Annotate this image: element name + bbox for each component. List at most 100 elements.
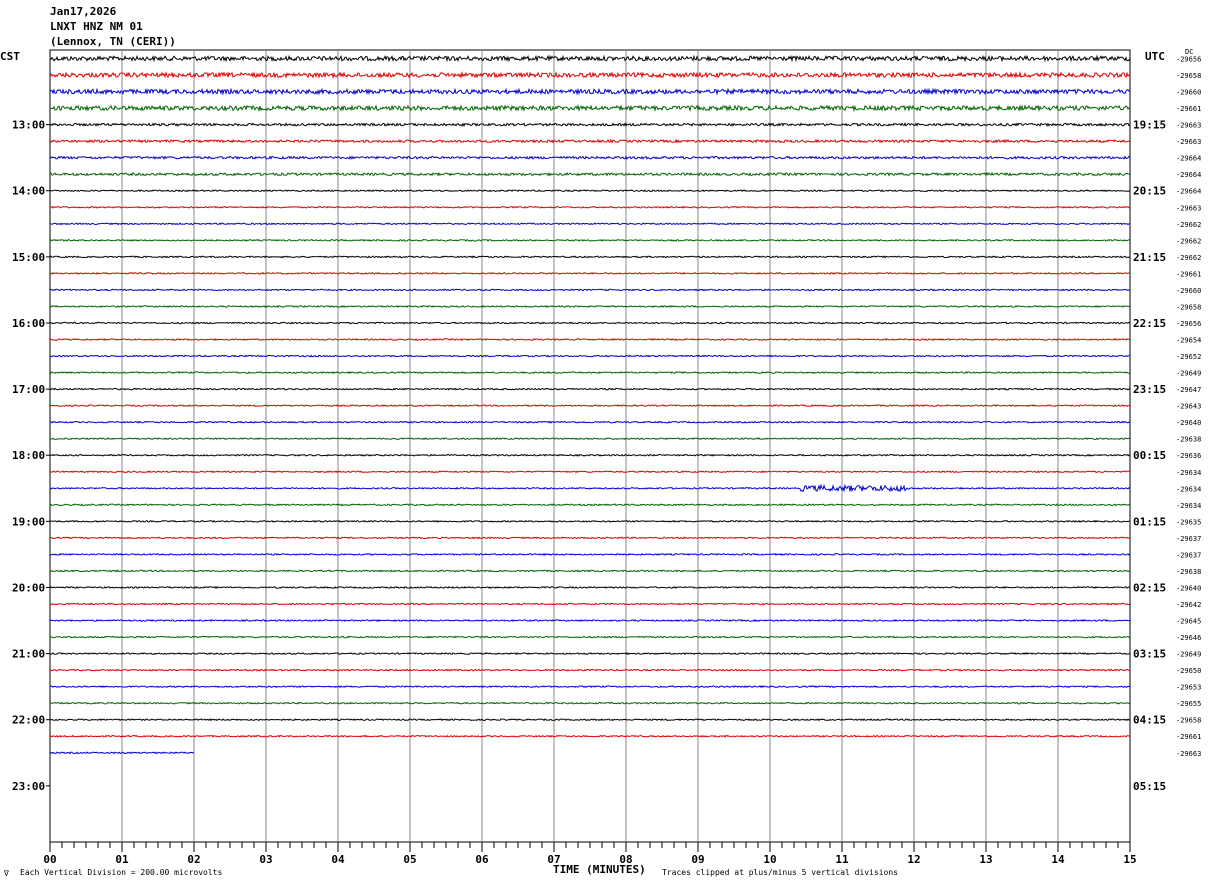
x-tick-label: 07	[547, 853, 560, 866]
dc-offset-label: -29638	[1176, 436, 1201, 444]
cst-hour-label: 20:00	[12, 581, 45, 594]
trace-line	[50, 222, 1131, 226]
x-tick-label: 03	[259, 853, 272, 866]
trace-line	[49, 321, 1131, 325]
x-tick-label: 05	[403, 853, 416, 866]
trace-line	[49, 437, 1131, 441]
x-tick-label: 06	[475, 853, 489, 866]
dc-offset-label: -29658	[1176, 717, 1201, 725]
trace-line	[49, 652, 1130, 656]
trace-line	[49, 387, 1131, 391]
dc-offset-label: -29642	[1176, 601, 1201, 609]
trace-line	[49, 569, 1131, 573]
x-tick-label: 15	[1123, 853, 1136, 866]
dc-offset-label: -29663	[1176, 204, 1201, 212]
dc-offset-label: -29662	[1176, 221, 1201, 229]
trace-line	[49, 205, 1131, 209]
corner-mark: ∇	[4, 869, 9, 878]
dc-offset-label: -29661	[1176, 105, 1201, 113]
x-tick-label: 02	[187, 853, 200, 866]
dc-offset-label: -29653	[1176, 684, 1201, 692]
dc-offset-label: -29664	[1176, 171, 1201, 179]
dc-offset-label: -29638	[1176, 568, 1201, 576]
dc-offset-label: -29634	[1176, 469, 1201, 477]
trace-line	[49, 171, 1131, 177]
station-id: LNXT HNZ NM 01	[50, 20, 143, 33]
trace-line	[49, 470, 1131, 474]
trace-line	[49, 104, 1131, 113]
utc-hour-label: 23:15	[1133, 383, 1166, 396]
x-tick-label: 13	[979, 853, 992, 866]
utc-hour-label: 20:15	[1133, 185, 1166, 198]
cst-hour-label: 13:00	[12, 119, 45, 132]
trace-line	[49, 619, 1131, 622]
dc-offset-label: -29634	[1176, 502, 1201, 510]
dc-offset-label: -29664	[1176, 188, 1201, 196]
dc-offset-label: -29637	[1176, 551, 1201, 559]
cst-hour-label: 22:00	[12, 714, 45, 727]
cst-hour-label: 21:00	[12, 648, 45, 661]
trace-line	[49, 271, 1131, 275]
trace-line	[49, 122, 1131, 128]
header-block: Jan17,2026 LNXT HNZ NM 01 (Lennox, TN (C…	[50, 4, 176, 49]
dc-offset-label: -29656	[1176, 56, 1201, 64]
trace-line	[49, 602, 1131, 606]
trace-line	[49, 288, 1131, 292]
trace-line	[49, 701, 1131, 705]
dc-offset-label: -29660	[1176, 287, 1201, 295]
utc-hour-label: 05:15	[1133, 780, 1166, 793]
utc-hour-label: 00:15	[1133, 449, 1166, 462]
record-date: Jan17,2026	[50, 5, 117, 18]
trace-line	[49, 519, 1131, 523]
utc-hour-label: 03:15	[1133, 648, 1166, 661]
dc-offset-label: -29655	[1176, 700, 1201, 708]
dc-offset-label: -29661	[1176, 733, 1201, 741]
clip-note: Traces clipped at plus/minus 5 vertical …	[662, 868, 899, 877]
trace-line	[49, 503, 1131, 507]
dc-offset-label: -29654	[1176, 337, 1201, 345]
cst-hour-label: 16:00	[12, 317, 45, 330]
trace-line	[49, 189, 1131, 193]
trace-line	[49, 155, 1131, 161]
cst-hour-label: 15:00	[12, 251, 45, 264]
dc-offset-label: -29637	[1176, 535, 1201, 543]
scale-note: Each Vertical Division = 200.00 microvol…	[20, 868, 223, 877]
x-tick-label: 12	[907, 853, 920, 866]
station-location: (Lennox, TN (CERI))	[50, 35, 176, 48]
trace-line	[49, 255, 1131, 259]
x-tick-label: 00	[43, 853, 56, 866]
trace-line	[49, 70, 1131, 80]
trace-line	[49, 552, 1131, 556]
trace-line	[49, 585, 1131, 590]
utc-hour-label: 19:15	[1133, 119, 1166, 132]
utc-hour-label: 01:15	[1133, 515, 1166, 528]
x-tick-label: 14	[1051, 853, 1065, 866]
dc-offset-label: -29662	[1176, 237, 1201, 245]
trace-line	[49, 751, 195, 755]
dc-offset-label: -29649	[1176, 651, 1201, 659]
trace-line	[49, 238, 1131, 242]
x-tick-label: 09	[691, 853, 704, 866]
x-tick-label: 11	[835, 853, 849, 866]
trace-line	[49, 483, 1131, 493]
trace-line	[49, 685, 1131, 689]
dc-offset-label: -29663	[1176, 138, 1201, 146]
dc-offset-label: -29649	[1176, 370, 1201, 378]
trace-line	[49, 718, 1131, 722]
trace-line	[49, 635, 1131, 639]
dc-offset-label: -29663	[1176, 750, 1201, 758]
trace-line	[49, 354, 1131, 358]
dc-offset-label: -29652	[1176, 353, 1201, 361]
trace-line	[49, 54, 1131, 63]
dc-offset-label: -29656	[1176, 320, 1201, 328]
dc-offset-label: -29662	[1176, 254, 1201, 262]
utc-hour-label: 02:15	[1133, 581, 1166, 594]
dc-offset-label: -29664	[1176, 155, 1201, 163]
dc-offset-label: -29663	[1176, 122, 1201, 130]
cst-hour-label: 17:00	[12, 383, 45, 396]
trace-line	[49, 371, 1131, 375]
trace-line	[49, 453, 1131, 457]
trace-line	[49, 304, 1131, 308]
dc-offset-label: -29660	[1176, 89, 1201, 97]
